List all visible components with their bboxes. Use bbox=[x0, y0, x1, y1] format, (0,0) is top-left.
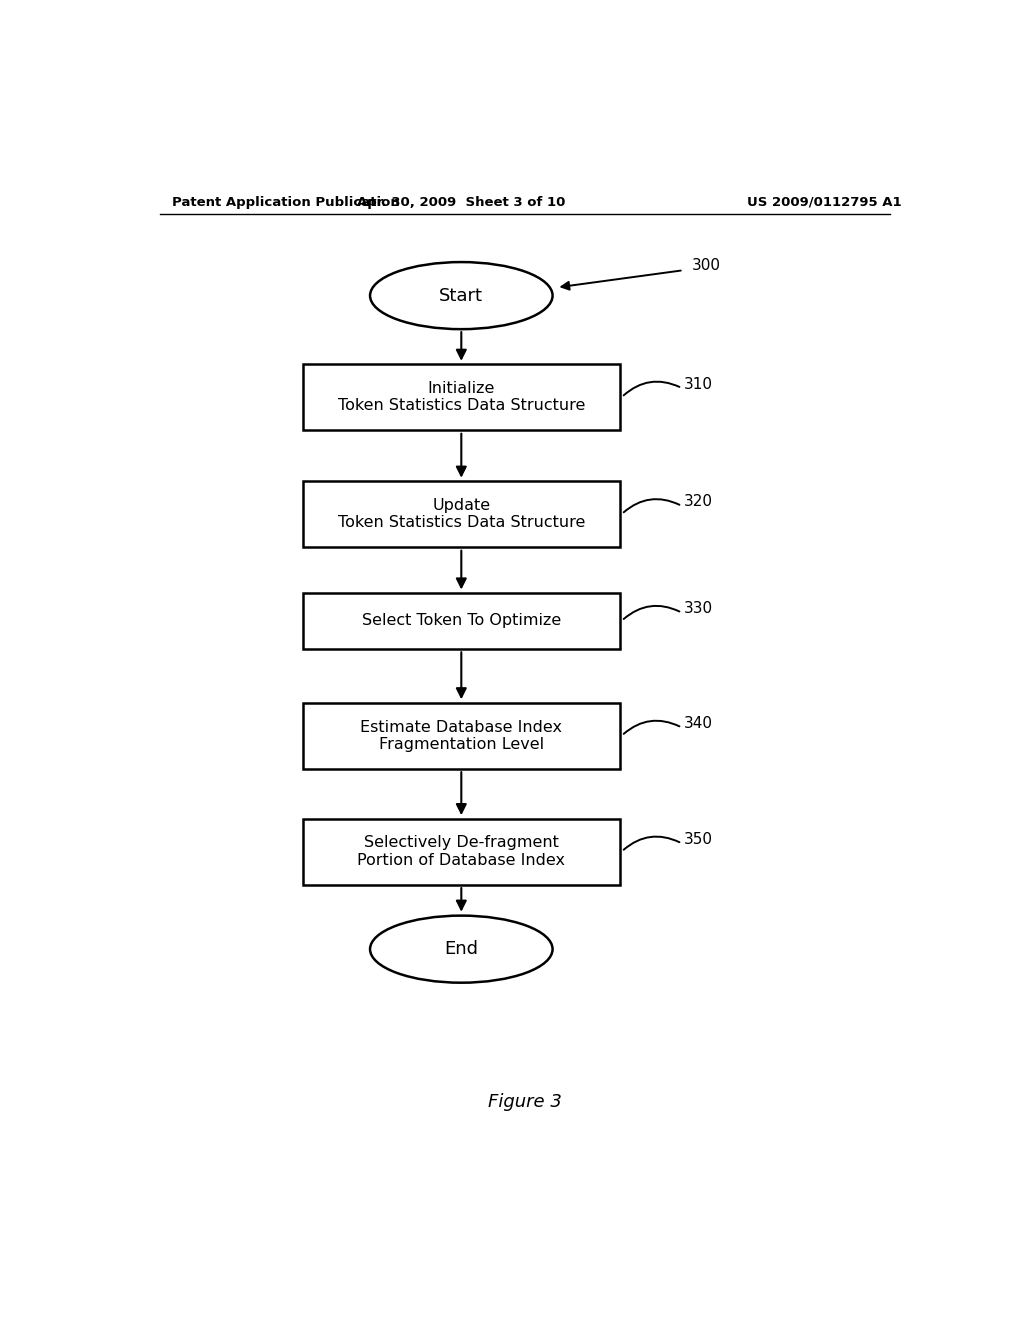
Text: Initialize
Token Statistics Data Structure: Initialize Token Statistics Data Structu… bbox=[338, 381, 585, 413]
Text: Figure 3: Figure 3 bbox=[487, 1093, 562, 1110]
Text: 330: 330 bbox=[684, 601, 713, 616]
Text: Selectively De-fragment
Portion of Database Index: Selectively De-fragment Portion of Datab… bbox=[357, 836, 565, 867]
Text: Estimate Database Index
Fragmentation Level: Estimate Database Index Fragmentation Le… bbox=[360, 719, 562, 752]
Text: Update
Token Statistics Data Structure: Update Token Statistics Data Structure bbox=[338, 498, 585, 531]
Text: End: End bbox=[444, 940, 478, 958]
Text: 300: 300 bbox=[691, 257, 721, 273]
Bar bbox=[303, 593, 621, 649]
Text: 310: 310 bbox=[684, 376, 713, 392]
Text: Start: Start bbox=[439, 286, 483, 305]
Bar bbox=[303, 364, 621, 430]
Text: 320: 320 bbox=[684, 495, 713, 510]
Bar bbox=[303, 818, 621, 884]
Bar bbox=[303, 480, 621, 548]
Text: US 2009/0112795 A1: US 2009/0112795 A1 bbox=[748, 195, 902, 209]
Ellipse shape bbox=[370, 916, 553, 982]
Ellipse shape bbox=[370, 263, 553, 329]
Bar bbox=[303, 702, 621, 768]
Text: Apr. 30, 2009  Sheet 3 of 10: Apr. 30, 2009 Sheet 3 of 10 bbox=[357, 195, 565, 209]
Text: Select Token To Optimize: Select Token To Optimize bbox=[361, 614, 561, 628]
Text: 350: 350 bbox=[684, 832, 713, 847]
Text: 340: 340 bbox=[684, 715, 713, 731]
Text: Patent Application Publication: Patent Application Publication bbox=[172, 195, 399, 209]
